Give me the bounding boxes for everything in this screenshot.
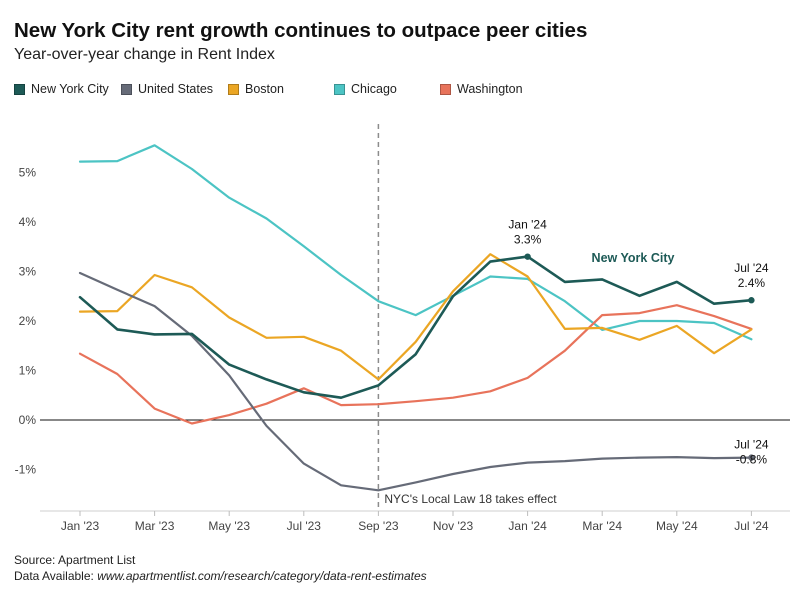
x-tick-label-jul-23: Jul '23 <box>287 519 322 533</box>
series-label-new-york-city: New York City <box>592 251 675 265</box>
x-tick-label-mar-23: Mar '23 <box>135 519 175 533</box>
x-tick-label-sep-23: Sep '23 <box>358 519 399 533</box>
legend-item-chicago[interactable]: Chicago <box>334 82 397 96</box>
x-tick-label-jan-23: Jan '23 <box>61 519 100 533</box>
x-tick-label-mar-24: Mar '24 <box>582 519 622 533</box>
chart-subtitle: Year-over-year change in Rent Index <box>14 46 275 63</box>
source-note: Source: Apartment List <box>14 553 136 567</box>
annotation-date-2: Jul '24 <box>734 438 769 452</box>
data-available-url[interactable]: www.apartmentlist.com/research/category/… <box>97 569 427 583</box>
y-tick-label-1: 1% <box>19 364 37 378</box>
y-tick-label-4: 4% <box>19 215 37 229</box>
y-tick-label-3: 3% <box>19 265 37 279</box>
series-line-chicago <box>78 144 753 341</box>
series-line-boston <box>78 253 753 381</box>
annotation-marker-united-states-jul-24 <box>748 454 755 461</box>
annotation-date-0: Jan '24 <box>508 218 547 232</box>
annotation-marker-new-york-city-jan-24 <box>524 253 531 260</box>
legend-swatch-chicago <box>334 83 345 95</box>
data-available-note: Data Available: www.apartmentlist.com/re… <box>14 569 427 583</box>
legend-label-united-states: United States <box>138 82 214 96</box>
annotation-value-1: 2.4% <box>738 276 766 290</box>
annotation-date-1: Jul '24 <box>734 261 769 275</box>
legend-swatch-new-york-city <box>14 83 25 95</box>
x-tick-label-nov-23: Nov '23 <box>433 519 474 533</box>
data-available-label: Data Available: <box>14 569 94 583</box>
x-tick-label-may-24: May '24 <box>656 519 698 533</box>
legend-label-washington: Washington <box>457 82 523 96</box>
y-tick-label-5: 5% <box>19 166 37 180</box>
legend-label-chicago: Chicago <box>351 82 397 96</box>
series-line-united-states <box>78 271 753 492</box>
annotation-value-0: 3.3% <box>514 233 542 247</box>
series-line-washington <box>78 304 753 425</box>
annotation-new-york-city-jan-24: Jan '243.3% <box>508 218 547 247</box>
legend-swatch-boston <box>228 83 239 95</box>
legend: New York City United States Boston Chica… <box>14 82 794 100</box>
legend-item-united-states[interactable]: United States <box>121 82 213 96</box>
reference-line-label: NYC's Local Law 18 takes effect <box>384 492 557 506</box>
legend-item-new-york-city[interactable]: New York City <box>14 82 109 96</box>
legend-swatch-washington <box>440 83 451 95</box>
y-tick-label-2: 2% <box>19 314 37 328</box>
x-tick-label-may-23: May '23 <box>208 519 250 533</box>
series-line-new-york-city <box>78 255 753 400</box>
annotation-new-york-city-jul-24: Jul '242.4% <box>734 261 769 290</box>
legend-label-boston: Boston <box>245 82 284 96</box>
x-tick-label-jul-24: Jul '24 <box>734 519 769 533</box>
legend-item-boston[interactable]: Boston <box>228 82 284 96</box>
legend-item-washington[interactable]: Washington <box>440 82 523 96</box>
annotation-united-states-jul-24: Jul '24-0.8% <box>734 438 769 467</box>
legend-swatch-united-states <box>121 83 132 95</box>
annotation-marker-new-york-city-jul-24 <box>748 297 755 304</box>
annotation-value-2: -0.8% <box>736 453 768 467</box>
y-tick-label-0: 0% <box>19 413 37 427</box>
chart-title: New York City rent growth continues to o… <box>14 19 588 42</box>
x-tick-label-jan-24: Jan '24 <box>508 519 547 533</box>
legend-label-new-york-city: New York City <box>31 82 109 96</box>
y-tick-label-1-neg: -1% <box>15 463 37 477</box>
